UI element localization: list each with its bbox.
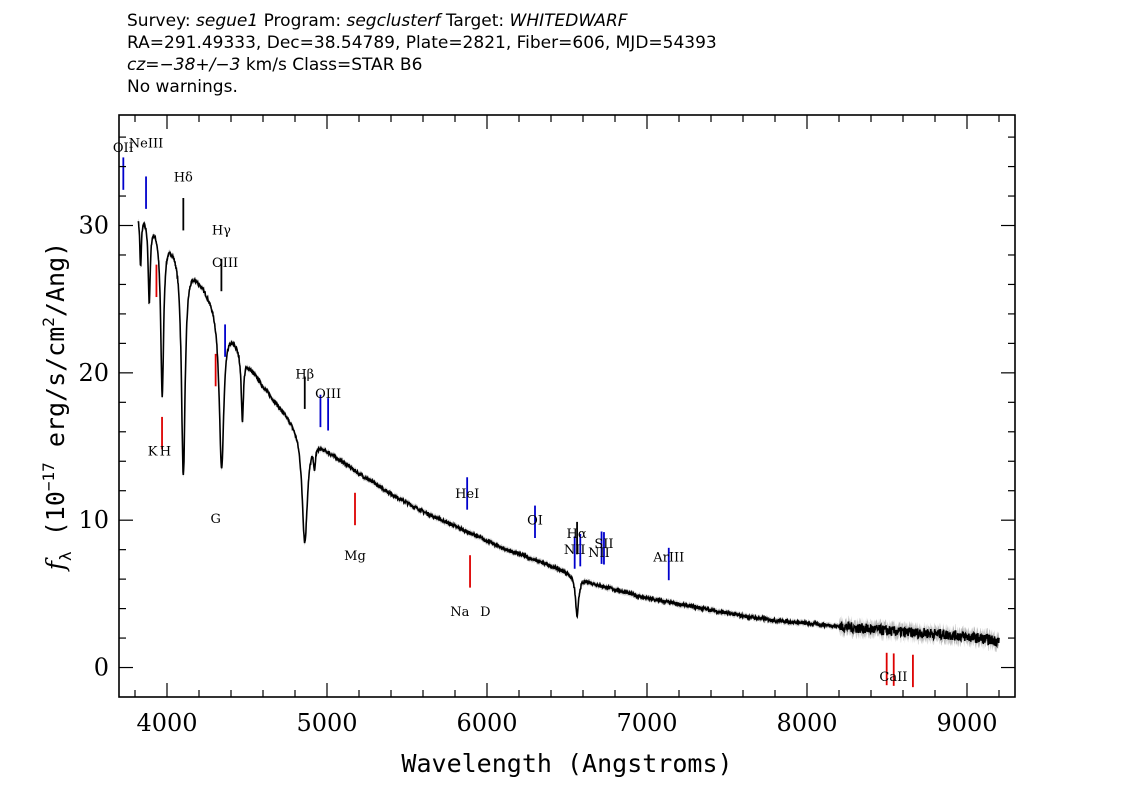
program-label: Program:	[263, 11, 342, 31]
cz-class: km/s Class=STAR B6	[240, 55, 423, 75]
feature-label: Hα	[567, 527, 587, 542]
target-value: WHITEDWARF	[509, 11, 628, 31]
feature-label: OIII	[212, 256, 238, 271]
survey-value: segue1	[196, 11, 259, 31]
feature-label: Mg	[344, 549, 366, 564]
feature-label: K	[148, 444, 158, 459]
y-label-part: erg/s/cm	[41, 327, 70, 462]
spectrum-line	[137, 220, 1000, 649]
y-label-f: f	[41, 557, 70, 572]
x-tick-label: 8000	[776, 709, 837, 737]
feature-label: H	[160, 444, 171, 459]
y-tick-label: 30	[78, 212, 109, 240]
feature-label: NII	[588, 546, 610, 561]
feature-label: Hγ	[212, 223, 231, 238]
feature-label: NII	[564, 543, 586, 558]
y-label-sq: 2	[39, 317, 58, 327]
x-tick-label: 4000	[136, 709, 197, 737]
feature-label: CaII	[879, 670, 907, 685]
feature-label: Hβ	[295, 368, 314, 383]
cz-value: =−38+/−3	[145, 55, 241, 75]
x-tick-label: 7000	[616, 709, 677, 737]
target-label: Target:	[445, 11, 505, 31]
x-axis-label: Wavelength (Angstroms)	[401, 749, 732, 778]
feature-label: SII	[594, 537, 613, 552]
x-tick-label: 9000	[936, 709, 997, 737]
feature-label: ArIII	[652, 550, 684, 565]
spectrum-header: Survey: segue1 Program: segclusterf Targ…	[127, 10, 717, 98]
header-line-4: No warnings.	[127, 77, 238, 97]
error-band	[138, 218, 999, 653]
y-tick-label: 10	[78, 506, 109, 534]
header-line-2: RA=291.49333, Dec=38.54789, Plate=2821, …	[127, 33, 717, 53]
header-line-1: Survey: segue1 Program: segclusterf Targ…	[127, 10, 717, 32]
y-label-part: (10	[41, 491, 70, 551]
y-tick-label: 0	[94, 654, 109, 682]
feature-label: OI	[527, 514, 543, 529]
survey-label: Survey:	[127, 11, 191, 31]
y-label-exp: −17	[39, 462, 58, 491]
feature-label: Hδ	[174, 170, 193, 185]
plot-frame	[118, 114, 1016, 698]
feature-label: NeIII	[129, 136, 163, 151]
header-line-3: cz=−38+/−3 km/s Class=STAR B6	[127, 54, 717, 76]
y-label-part: /Ang)	[41, 242, 70, 317]
x-tick-label: 5000	[296, 709, 357, 737]
y-tick-label: 20	[78, 359, 109, 387]
feature-label: D	[480, 605, 490, 620]
y-label-lambda: λ	[56, 551, 75, 561]
feature-label: OIII	[315, 387, 341, 402]
feature-label: OII	[113, 141, 134, 156]
feature-label: HeI	[455, 487, 479, 502]
feature-label: Na	[450, 605, 469, 620]
program-value: segclusterf	[346, 11, 441, 31]
cz-label: cz	[127, 55, 146, 75]
x-tick-label: 6000	[456, 709, 517, 737]
y-axis-label: fλ (10−17 erg/s/cm2/Ang)	[39, 242, 75, 572]
feature-label: G	[210, 512, 220, 527]
